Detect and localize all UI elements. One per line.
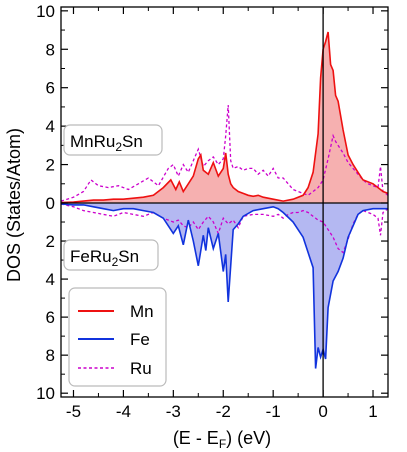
x-axis-label-tail: ) (eV) — [226, 428, 271, 448]
panel-label-box — [63, 239, 159, 271]
panel-name-main: FeRu — [70, 247, 112, 266]
x-axis-label-main: (E - E — [173, 428, 219, 448]
series-line-mn — [60, 31, 389, 204]
y-tick-upper-label: 2 — [46, 156, 55, 175]
y-axis-label: DOS (States/Atom) — [4, 128, 24, 282]
series-line-ru-up — [60, 104, 389, 202]
y-tick-upper-label: 8 — [46, 40, 55, 59]
y-tick-lower-label: 10 — [36, 384, 55, 403]
line-layer — [60, 31, 389, 369]
y-tick-lower-label: 8 — [46, 346, 55, 365]
x-tick-label: -4 — [116, 402, 131, 421]
y-tick-upper-label: 0 — [46, 194, 55, 213]
x-tick-label: -1 — [266, 402, 281, 421]
panel-name-tail: Sn — [118, 247, 139, 266]
y-tick-lower-label: 4 — [46, 270, 55, 289]
x-tick-label: -2 — [216, 402, 231, 421]
series-line-fe — [60, 203, 388, 369]
panel-name-sub: 2 — [112, 255, 119, 269]
panel-name-main: MnRu — [70, 132, 115, 151]
x-tick-label: -5 — [66, 402, 81, 421]
panel-name-sub: 2 — [115, 140, 122, 154]
x-tick-label: 1 — [368, 402, 377, 421]
legend-label-mn: Mn — [130, 302, 154, 321]
panel-label-mnru2sn: MnRu2Sn — [63, 124, 163, 156]
panel-label-feru2sn: FeRu2Sn — [63, 239, 159, 271]
legend-label-fe: Fe — [130, 330, 150, 349]
y-tick-upper-label: 4 — [46, 117, 55, 136]
panel-label-box — [63, 124, 163, 156]
y-tick-upper-label: 10 — [36, 2, 55, 21]
series-fill-mn — [61, 32, 388, 203]
plot-frame — [60, 6, 389, 398]
x-tick-label: 0 — [318, 402, 327, 421]
x-tick-label: -3 — [166, 402, 181, 421]
x-axis-label: (E - EF) (eV) — [173, 428, 271, 451]
legend-label-ru: Ru — [130, 359, 152, 378]
y-tick-lower-label: 6 — [46, 308, 55, 327]
panel-label-text: MnRu2Sn — [70, 132, 143, 154]
panel-name-tail: Sn — [122, 132, 143, 151]
y-tick-upper-label: 6 — [46, 79, 55, 98]
legend-box — [68, 287, 167, 387]
x-axis-label-sub: F — [219, 437, 226, 451]
legend: Mn Fe Ru — [68, 287, 167, 387]
panel-label-text: FeRu2Sn — [70, 247, 139, 269]
y-tick-lower-label: 2 — [46, 232, 55, 251]
